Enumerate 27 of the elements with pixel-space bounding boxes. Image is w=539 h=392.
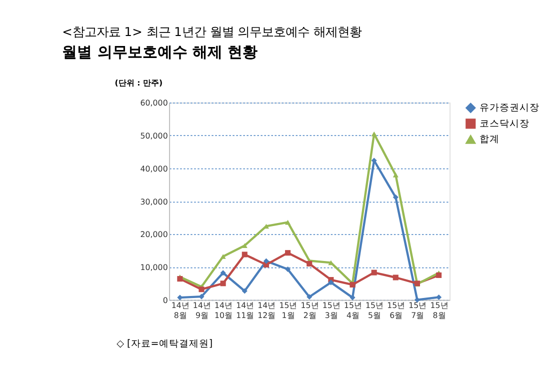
x-tick-label: 15년 8월	[430, 301, 448, 320]
x-tick-label: 15년 2월	[300, 301, 319, 320]
y-tick-label: 0	[162, 296, 168, 305]
x-tick-label: 14년 8월	[171, 301, 190, 320]
x-tick-label: 15년 4월	[344, 301, 362, 320]
chart-subtitle: 월별 의무보호예수 해제 현황	[62, 43, 258, 62]
x-tick-label: 15년 6월	[387, 301, 406, 320]
text: ◇ [자료=예탁결제원]	[116, 338, 213, 350]
x-tick-label: 15년 7월	[408, 301, 427, 320]
y-tick-label: 10,000	[140, 263, 168, 272]
x-tick-label: 14년 12월	[258, 301, 276, 320]
y-tick-label: 60,000	[140, 98, 168, 108]
x-tick-label: 15년 5월	[366, 301, 384, 320]
x-tick-label: 15년 1월	[279, 301, 298, 320]
chart-title: <참고자료 1> 최근 1년간 월별 의무보호예수 해제현황	[62, 25, 362, 40]
legend-label: 유가증권시장	[479, 102, 539, 114]
x-tick-label: 15년 3월	[322, 301, 340, 320]
x-tick-label: 14년 10월	[214, 301, 233, 320]
y-tick-label: 30,000	[140, 197, 168, 206]
y-tick-label: 20,000	[140, 230, 168, 240]
x-tick-label: 14년 9월	[192, 301, 211, 320]
legend-label: 코스닥시장	[479, 118, 530, 130]
x-tick-label: 14년 11월	[236, 301, 254, 320]
legend-label: 합계	[479, 134, 500, 146]
y-axis-title: (단위 : 만주)	[114, 78, 163, 88]
y-tick-label: 50,000	[140, 132, 168, 141]
y-tick-label: 40,000	[140, 164, 168, 174]
